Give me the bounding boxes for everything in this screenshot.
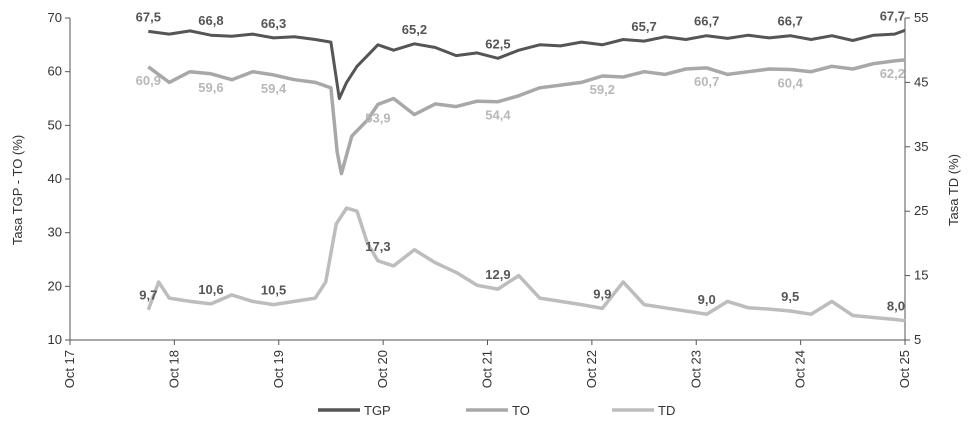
data-label-to: 59,2 [590,82,615,97]
x-tick-label: Oct 17 [62,350,77,388]
data-label-to: 62,2 [880,66,905,81]
x-tick-label: Oct 21 [480,350,495,388]
data-label-td: 9,0 [698,292,716,307]
data-label-to: 59,4 [261,81,287,96]
y-axis-title-left: Tasa TGP - TO (%) [10,135,25,245]
series-line-td [146,206,906,323]
x-tick-label: Oct 22 [584,350,599,388]
data-label-td: 9,7 [139,288,157,303]
data-label-tgp: 66,7 [694,14,719,29]
data-label-tgp: 67,5 [136,9,161,24]
data-label-td: 12,9 [485,267,510,282]
y-axis-title-right: Tasa TD (%) [946,154,961,226]
series-line-to [147,58,906,176]
y-tick-label-left: 40 [48,171,62,186]
x-tick-label: Oct 19 [271,350,286,388]
y-tick-label-left: 50 [48,117,62,132]
y-tick-label-right: 5 [914,332,921,347]
y-tick-label-left: 60 [48,64,62,79]
legend-label-to: TO [512,403,530,418]
data-label-tgp: 66,8 [198,13,223,28]
y-tick-label-right: 45 [914,74,928,89]
data-label-to: 60,7 [694,74,719,89]
x-tick-label: Oct 25 [897,350,912,388]
y-tick-label-left: 70 [48,10,62,25]
x-tick-label: Oct 18 [166,350,181,388]
data-label-to: 60,4 [778,76,804,91]
data-label-tgp: 66,7 [778,14,803,29]
data-label-to: 53,9 [365,110,390,125]
y-tick-label-left: 10 [48,332,62,347]
legend-label-td: TD [658,403,675,418]
x-tick-label: Oct 20 [375,350,390,388]
data-label-to: 59,6 [198,80,223,95]
legend-label-tgp: TGP [364,403,391,418]
data-label-td: 17,3 [365,239,390,254]
data-label-td: 10,5 [261,283,286,298]
data-label-tgp: 65,2 [402,22,427,37]
data-label-td: 9,9 [593,286,611,301]
data-label-td: 10,6 [198,282,223,297]
data-label-tgp: 65,7 [631,19,656,34]
data-label-td: 8,0 [887,299,905,314]
series-line-tgp [148,28,906,100]
y-tick-label-left: 30 [48,225,62,240]
data-label-td: 9,5 [781,289,799,304]
y-tick-label-right: 35 [914,139,928,154]
y-tick-label-right: 15 [914,268,928,283]
x-tick-label: Oct 23 [688,350,703,388]
x-tick-label: Oct 24 [793,350,808,388]
data-label-to: 54,4 [485,108,511,123]
data-label-tgp: 66,3 [261,16,286,31]
data-label-tgp: 67,7 [880,8,905,23]
data-label-to: 60,9 [136,73,161,88]
data-label-tgp: 62,5 [485,36,510,51]
y-tick-label-left: 20 [48,278,62,293]
y-tick-label-right: 55 [914,10,928,25]
y-tick-label-right: 25 [914,203,928,218]
